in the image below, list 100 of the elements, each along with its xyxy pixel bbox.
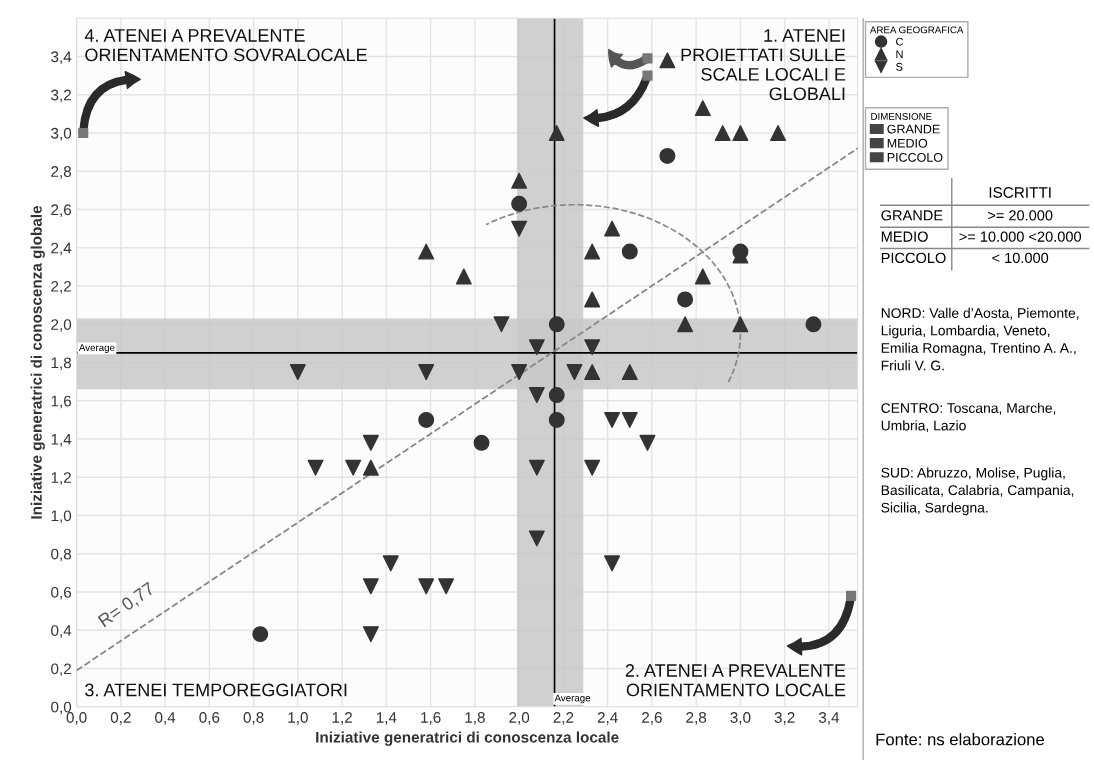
point <box>714 125 731 141</box>
point <box>694 100 711 117</box>
legend-title: AREA GEOGRAFICA <box>869 26 964 34</box>
point <box>770 125 787 141</box>
point <box>362 459 379 476</box>
point <box>621 411 638 428</box>
text: CENTRO: Toscana, Marche, Umbria, Lazio <box>881 402 1056 433</box>
point <box>418 243 435 260</box>
point <box>566 364 583 381</box>
legend-label: N <box>896 50 903 59</box>
x-tick-label: 0,6 <box>199 712 220 725</box>
x-tick-label: 1,8 <box>465 712 485 725</box>
text: < 10.000 <box>992 252 1049 264</box>
point <box>548 125 565 141</box>
annotation: 3. ATENEI TEMPOREGGIATORI <box>85 683 347 697</box>
x-tick-label: 2,4 <box>597 712 618 725</box>
text: PICCOLO <box>881 252 946 264</box>
point <box>511 364 528 381</box>
x-tick-label: 3,2 <box>774 712 795 725</box>
y-axis-title: Iniziative generatrici di conoscenza globale <box>30 205 45 519</box>
point <box>548 411 565 428</box>
text: ISCRITTI <box>989 187 1051 198</box>
y-tick-label: 3,0 <box>51 127 72 141</box>
point <box>418 364 435 381</box>
text: >= 20.000 <box>988 210 1053 221</box>
y-tick-label: 2,4 <box>51 242 72 256</box>
x-tick-label: 1,6 <box>421 712 441 725</box>
text: MEDIO <box>887 138 928 148</box>
point <box>677 291 694 308</box>
text: >= 10.000 <20.000 <box>959 231 1082 242</box>
point <box>805 316 822 333</box>
point <box>548 387 565 404</box>
point <box>659 147 676 164</box>
y-tick-label: 0,8 <box>51 548 72 562</box>
point <box>528 387 545 404</box>
y-tick-label: 0,4 <box>51 625 72 638</box>
point <box>382 555 399 572</box>
point <box>639 434 656 451</box>
text: DIMENSIONE <box>871 113 932 120</box>
annotation: R= 0,77 <box>97 581 157 630</box>
point <box>252 626 269 643</box>
point <box>307 459 324 476</box>
ref-line-label: Average <box>78 344 115 353</box>
y-tick-label: 2,8 <box>51 166 72 179</box>
x-tick-label: 2,8 <box>686 712 707 725</box>
x-tick-label: 0,0 <box>66 712 87 725</box>
point <box>604 220 621 237</box>
point <box>584 339 601 356</box>
point <box>345 459 362 476</box>
point <box>511 195 528 212</box>
point <box>659 52 676 69</box>
point <box>418 411 435 428</box>
point <box>418 578 435 595</box>
point <box>493 316 510 333</box>
point <box>732 316 749 333</box>
x-tick-label: 2,2 <box>553 712 574 725</box>
text: PICCOLO <box>887 152 943 162</box>
point <box>511 220 528 237</box>
point <box>362 434 379 451</box>
point <box>362 626 379 643</box>
point <box>584 243 601 260</box>
x-tick-label: 0,8 <box>243 712 264 725</box>
point <box>732 125 749 141</box>
x-tick-label: 3,0 <box>730 712 751 725</box>
x-tick-label: 2,6 <box>642 712 662 725</box>
y-tick-label: 2,2 <box>51 280 71 294</box>
y-tick-label: 0,6 <box>51 586 72 600</box>
y-tick-label: 1,0 <box>51 510 72 524</box>
x-axis-title: Iniziative generatrici di conoscenza locale <box>316 731 619 746</box>
text: NORD: Valle d’Aosta, Piemonte, Liguria, Lombardia, Veneto, Emilia Romagna, Trentino A. A., Friuli V. G. <box>881 307 1079 371</box>
point <box>548 316 565 333</box>
point <box>528 530 545 547</box>
y-tick-label: 1,8 <box>51 357 72 371</box>
point <box>528 339 545 356</box>
point <box>473 434 490 451</box>
ref-line-label: Average <box>554 694 591 704</box>
x-tick-label: 0,4 <box>155 712 176 725</box>
legend-label: S <box>896 62 903 71</box>
point <box>621 243 638 260</box>
annotation: 1. ATENEI PROIETTATI SULLE SCALE LOCALI E GLOBALI <box>681 29 846 101</box>
x-tick-label: 2,0 <box>509 712 530 725</box>
point <box>362 578 379 595</box>
point <box>677 316 694 333</box>
text: GRANDE <box>887 124 940 134</box>
point <box>584 459 601 476</box>
point <box>621 364 638 381</box>
point <box>455 268 472 285</box>
x-tick-label: 1,2 <box>332 712 352 725</box>
annotation: 2. ATENEI A PREVALENTE ORIENTAMENTO LOCALE <box>625 664 846 697</box>
y-tick-label: 1,2 <box>51 472 71 485</box>
y-tick-label: 0,2 <box>51 663 71 677</box>
y-tick-label: 2,0 <box>51 319 72 332</box>
y-tick-label: 1,6 <box>51 395 72 409</box>
point <box>604 555 621 572</box>
text: MEDIO <box>881 231 928 242</box>
y-tick-label: 1,4 <box>51 434 72 447</box>
legend-label: C <box>896 37 904 46</box>
text: GRANDE <box>881 210 943 221</box>
annotation: 4. ATENEI A PREVALENTE ORIENTAMENTO SOVRALOCALE <box>84 29 367 62</box>
x-tick-label: 0,2 <box>110 712 131 725</box>
